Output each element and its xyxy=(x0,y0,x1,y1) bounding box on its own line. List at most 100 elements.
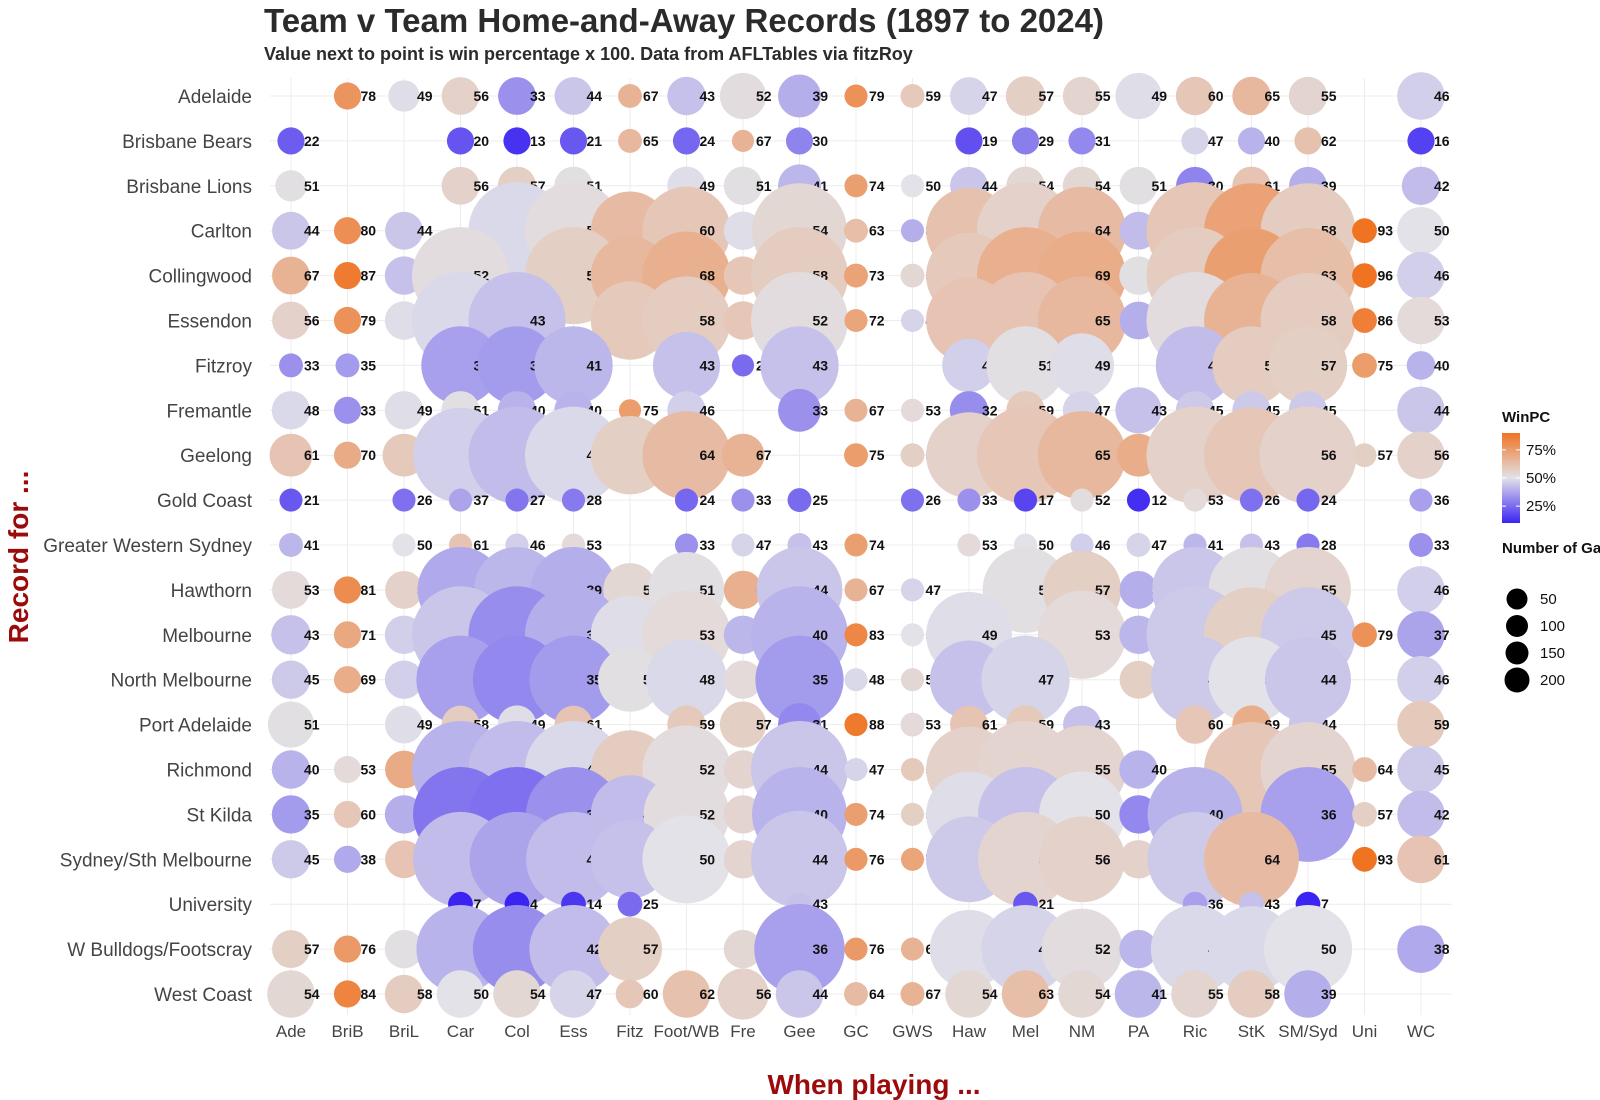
data-point xyxy=(844,84,868,108)
data-label: 53 xyxy=(361,762,377,778)
data-label: 53 xyxy=(1434,313,1450,329)
data-label: 33 xyxy=(700,537,716,553)
data-label: 50 xyxy=(700,851,716,867)
data-point xyxy=(900,712,925,737)
data-label: 68 xyxy=(700,268,716,284)
data-point xyxy=(1126,533,1151,557)
data-point xyxy=(477,326,557,405)
data-point xyxy=(277,127,305,155)
data-point xyxy=(333,262,362,290)
data-point xyxy=(1119,750,1158,789)
data-point xyxy=(333,755,362,784)
data-point xyxy=(1115,72,1162,120)
data-point xyxy=(385,570,423,609)
data-label: 88 xyxy=(869,717,885,733)
data-label: 33 xyxy=(982,492,998,508)
data-label: 37 xyxy=(1434,627,1450,643)
data-label: 58 xyxy=(700,313,716,329)
data-label: 55 xyxy=(1321,88,1337,104)
col-labels: Ade BriB BriL Car Col Ess Fitz Foot/WB Fre Gee GC G… xyxy=(276,1022,1435,1041)
data-label: 43 xyxy=(700,357,716,373)
data-label: 35 xyxy=(361,357,377,373)
data-label: 47 xyxy=(1039,672,1055,688)
data-point xyxy=(900,443,925,468)
data-point xyxy=(755,635,844,724)
data-label: 51 xyxy=(700,582,716,598)
data-label: 43 xyxy=(530,313,546,329)
y-tick-label: Brisbane Lions xyxy=(126,177,252,198)
data-label: 47 xyxy=(587,986,603,1002)
data-label: 75 xyxy=(1378,357,1394,373)
data-label: 75 xyxy=(869,447,885,463)
data-point xyxy=(844,443,868,468)
data-point xyxy=(1352,308,1377,333)
data-label: 46 xyxy=(1095,537,1111,553)
data-label: 57 xyxy=(643,941,659,957)
y-tick-label: Greater Western Sydney xyxy=(43,536,252,557)
data-point xyxy=(900,174,925,198)
data-point xyxy=(1212,326,1291,405)
data-label: 53 xyxy=(926,402,942,418)
data-label: 21 xyxy=(1039,896,1055,912)
data-label: 44 xyxy=(982,178,998,194)
data-label: 44 xyxy=(417,223,433,239)
data-label: 39 xyxy=(1321,986,1337,1002)
chart-title: Team v Team Home-and-Away Records (1897 … xyxy=(264,2,1104,39)
data-point xyxy=(642,411,731,500)
data-point xyxy=(1263,904,1353,994)
data-point xyxy=(618,84,642,108)
data-label: 31 xyxy=(1095,133,1111,149)
size-legend-dot xyxy=(1506,588,1528,610)
data-point xyxy=(1397,611,1445,659)
data-point xyxy=(598,917,662,982)
data-label: 63 xyxy=(1039,986,1055,1002)
data-point xyxy=(900,308,925,333)
data-label: 20 xyxy=(474,133,490,149)
data-label: 84 xyxy=(361,986,377,1002)
data-label: 79 xyxy=(361,313,377,329)
data-point xyxy=(900,263,925,288)
data-label: 51 xyxy=(1152,178,1168,194)
data-point xyxy=(900,757,925,782)
data-label: 48 xyxy=(304,402,320,418)
data-label: 48 xyxy=(869,672,885,688)
data-point xyxy=(723,211,763,250)
data-point xyxy=(271,391,311,430)
data-point xyxy=(1119,840,1158,879)
points-layer: 78 49 56 33 44 67 43 52 39 79 59 47 57 55 49 60 65 55 4622… xyxy=(267,72,1450,1020)
data-point xyxy=(493,970,541,1018)
data-point xyxy=(1119,570,1158,609)
data-label: 52 xyxy=(700,806,716,822)
y-tick-label: Collingwood xyxy=(148,267,252,288)
data-point xyxy=(554,77,593,115)
legend-size-title: Number of Games xyxy=(1502,540,1600,557)
data-label: 48 xyxy=(700,672,716,688)
data-label: 59 xyxy=(700,717,716,733)
data-point xyxy=(333,82,362,110)
data-label: 58 xyxy=(1321,313,1337,329)
data-label: 56 xyxy=(474,88,490,104)
data-label: 14 xyxy=(587,896,603,912)
data-point xyxy=(272,930,310,969)
data-label: 64 xyxy=(1265,851,1281,867)
data-point xyxy=(1397,206,1445,255)
data-label: 67 xyxy=(926,986,942,1002)
data-label: 60 xyxy=(1208,88,1224,104)
data-label: 78 xyxy=(361,88,377,104)
data-label: 43 xyxy=(700,88,716,104)
data-point xyxy=(1397,296,1445,345)
data-point xyxy=(1407,127,1435,155)
data-label: 52 xyxy=(1095,941,1111,957)
y-tick-label: W Bulldogs/Footscray xyxy=(67,940,252,961)
data-point xyxy=(267,701,315,748)
data-point xyxy=(524,406,623,504)
data-point xyxy=(1232,76,1271,116)
data-label: 50 xyxy=(1095,806,1111,822)
y-tick-label: Richmond xyxy=(166,761,252,782)
data-point xyxy=(1011,127,1040,155)
data-point xyxy=(844,757,868,782)
data-point xyxy=(275,170,307,202)
data-point xyxy=(534,326,613,405)
data-point xyxy=(1039,816,1125,903)
x-tick-label: BriB xyxy=(331,1022,363,1041)
